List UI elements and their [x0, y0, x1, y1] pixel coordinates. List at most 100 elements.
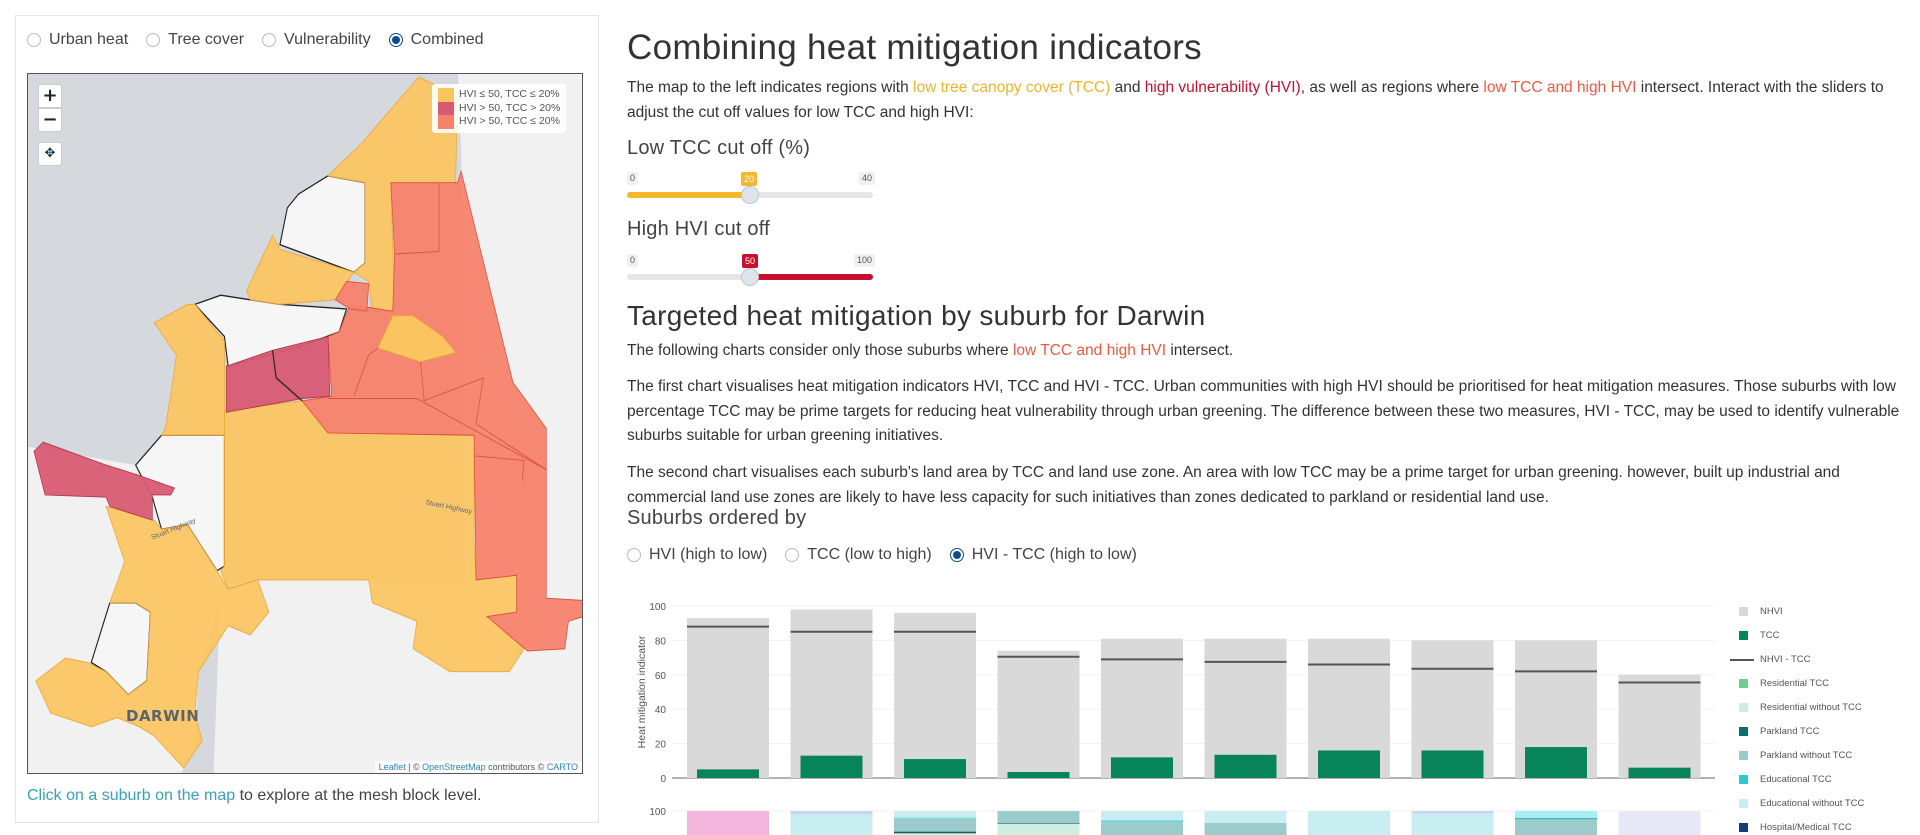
legend-label: Residential TCC	[1760, 678, 1829, 689]
radio-order-hvi-minus-tcc[interactable]: HVI - TCC (high to low)	[949, 546, 1137, 564]
radio-dot[interactable]	[627, 548, 641, 562]
hvi-cutoff-slider[interactable]: 0 100 50	[627, 254, 875, 286]
intro-paragraph: The map to the left indicates regions wi…	[627, 79, 1884, 121]
chart-legend-item[interactable]: NHVI	[1730, 606, 1783, 617]
chart-legend-item[interactable]: Hospital/Medical TCC	[1730, 822, 1852, 833]
nhvi-bar	[1618, 674, 1701, 778]
suburb-low-tcc[interactable]	[153, 303, 225, 436]
legend-swatch	[1739, 727, 1748, 736]
suburb-boundary	[475, 455, 525, 482]
slider-max: 40	[858, 172, 875, 185]
attrib-text: contributors ©	[485, 762, 547, 772]
order-label: Suburbs ordered by	[627, 507, 807, 529]
osm-link[interactable]: OpenStreetMap	[422, 762, 486, 772]
zoom-in-button[interactable]: +	[38, 84, 62, 108]
map-footer: Click on a suburb on the map to explore …	[27, 787, 481, 805]
targeted-intro: The following charts consider only those…	[627, 342, 1234, 359]
radio-urban-heat[interactable]: Urban heat	[27, 31, 128, 49]
radio-dot[interactable]	[146, 33, 161, 47]
crosshair-icon: ✥	[44, 146, 56, 161]
legend-swatch	[438, 88, 454, 102]
legend-swatch	[1739, 679, 1748, 688]
slider-handle[interactable]	[741, 268, 759, 286]
tcc-bar	[904, 759, 966, 778]
legend-swatch	[1739, 751, 1748, 760]
legend-label: HVI ≤ 50, TCC ≤ 20%	[459, 88, 560, 100]
map-canvas[interactable]	[27, 73, 583, 774]
radio-combined[interactable]: Combined	[388, 31, 484, 49]
map-footer-link[interactable]: Click on a suburb on the map	[27, 787, 236, 804]
suburb-boundary	[394, 182, 440, 255]
legend-item: HVI ≤ 50, TCC ≤ 20%	[438, 88, 560, 102]
nhvi-bar	[790, 609, 873, 778]
chart-legend-item[interactable]: Educational without TCC	[1730, 798, 1864, 809]
nhvi-bar	[894, 612, 976, 778]
chart-legend-item[interactable]: Educational TCC	[1730, 774, 1832, 785]
locate-button[interactable]: ✥	[38, 142, 62, 166]
radio-label: Combined	[410, 31, 484, 48]
y-tick-label: 0	[660, 774, 666, 785]
slider-handle[interactable]	[741, 186, 759, 204]
tcc-slider-label: Low TCC cut off (%)	[627, 137, 811, 159]
legend-label: Parkland without TCC	[1760, 750, 1853, 761]
land-use-segment	[1204, 811, 1287, 824]
radio-dot[interactable]	[27, 33, 41, 47]
suburb-unclassified[interactable]	[193, 294, 348, 368]
chart-legend-item[interactable]: Residential without TCC	[1730, 702, 1862, 713]
radio-vulnerability[interactable]: Vulnerability	[262, 31, 371, 49]
chart-legend-item[interactable]: NHVI - TCC	[1730, 654, 1811, 665]
radio-label: TCC (low to high)	[807, 546, 932, 563]
suburb-boundary	[353, 347, 379, 397]
suburb-map[interactable]: + − ✥ HVI ≤ 50, TCC ≤ 20% HVI > 50, TCC …	[27, 73, 583, 774]
land-use-segment	[997, 811, 1080, 824]
radio-dot-selected[interactable]	[388, 33, 403, 47]
nhvi-bar	[687, 618, 769, 778]
suburb-high-tcc-high-hvi[interactable]	[33, 441, 176, 521]
radio-tree-cover[interactable]: Tree cover	[146, 31, 244, 49]
order-radio-group: HVI (high to low) TCC (low to high) HVI …	[627, 546, 1155, 564]
land-use-segment	[1515, 819, 1597, 835]
leaflet-link[interactable]: Leaflet	[378, 762, 406, 772]
y-tick-label: 40	[655, 705, 667, 716]
tcc-bar	[1525, 747, 1587, 778]
radio-order-tcc[interactable]: TCC (low to high)	[785, 546, 932, 564]
section-title: Targeted heat mitigation by suburb for D…	[627, 300, 1206, 331]
radio-label: Urban heat	[49, 31, 129, 48]
land-use-segment	[894, 831, 976, 834]
suburb-low-tcc[interactable]	[35, 505, 270, 769]
land-use-segment	[1204, 823, 1287, 835]
y-tick-label: 100	[649, 602, 666, 613]
y-tick-label: 80	[655, 636, 667, 647]
chart-legend-item[interactable]: Parkland TCC	[1730, 726, 1820, 737]
y-tick-label: 60	[655, 671, 667, 682]
radio-dot[interactable]	[785, 548, 800, 562]
radio-order-hvi[interactable]: HVI (high to low)	[627, 546, 767, 564]
city-label: DARWIN	[126, 707, 200, 725]
chart-legend-item[interactable]: TCC	[1730, 630, 1780, 641]
radio-dot[interactable]	[262, 33, 277, 47]
chart2-description: The second chart visualises each suburb'…	[627, 464, 1840, 506]
radio-label: Tree cover	[168, 31, 245, 48]
carto-link[interactable]: CARTO	[546, 762, 578, 772]
legend-swatch	[1739, 799, 1748, 808]
chart-legend-item[interactable]: Residential TCC	[1730, 678, 1829, 689]
tcc-bar	[1318, 750, 1380, 778]
legend-label: HVI > 50, TCC > 20%	[459, 101, 561, 114]
zoom-out-button[interactable]: −	[38, 108, 62, 132]
slider-fill	[750, 274, 873, 280]
suburb-low-tcc-high-hvi[interactable]	[334, 280, 370, 312]
map-layer-radio-group: Urban heat Tree cover Vulnerability Comb…	[27, 31, 502, 49]
land-use-segment	[1618, 811, 1701, 835]
legend-label: Educational without TCC	[1760, 798, 1865, 809]
radio-dot-selected[interactable]	[949, 548, 964, 562]
chart-legend-item[interactable]: Parkland without TCC	[1730, 750, 1852, 761]
legend-label: NHVI - TCC	[1760, 654, 1811, 665]
tcc-bar	[697, 769, 759, 778]
legend-swatch	[1739, 631, 1748, 640]
land-use-segment	[1515, 811, 1597, 818]
nhvi-bar	[997, 650, 1080, 778]
legend-label: NHVI	[1760, 606, 1783, 617]
tcc-cutoff-slider[interactable]: 0 40 20	[627, 172, 875, 204]
suburb-low-tcc-high-hvi[interactable]	[301, 169, 583, 652]
slider-value: 50	[742, 254, 759, 268]
